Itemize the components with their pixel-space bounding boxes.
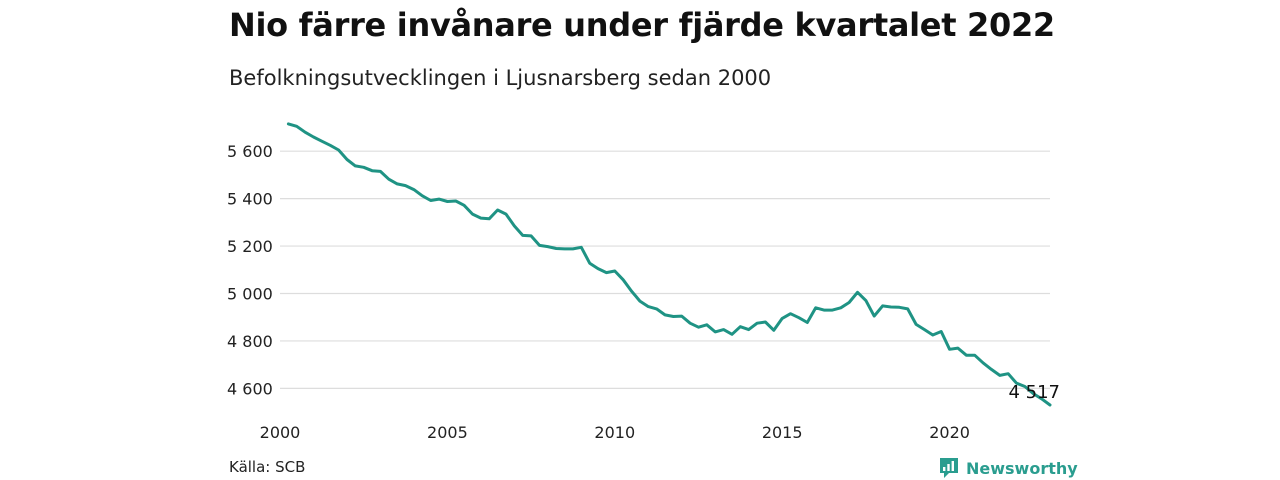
series-line bbox=[286, 122, 1052, 407]
x-axis-ticks: 2000 2005 2010 2015 2020 bbox=[260, 423, 970, 442]
y-tick-label: 5 600 bbox=[227, 142, 273, 161]
y-tick-label: 4 600 bbox=[227, 379, 273, 398]
x-tick-label: 2010 bbox=[594, 423, 635, 442]
brand-logo: Newsworthy bbox=[938, 456, 1078, 480]
y-tick-label: 5 200 bbox=[227, 237, 273, 256]
end-value-label: 4 517 bbox=[1008, 382, 1060, 403]
source-note: Källa: SCB bbox=[229, 458, 306, 476]
y-axis-ticks: 4 600 4 800 5 000 5 200 5 400 5 600 bbox=[227, 142, 273, 398]
brand-name: Newsworthy bbox=[966, 458, 1078, 478]
chart-title: Nio färre invånare under fjärde kvartale… bbox=[229, 6, 1055, 44]
series-layer bbox=[286, 122, 1052, 407]
chart-subtitle: Befolkningsutvecklingen i Ljusnarsberg s… bbox=[229, 66, 772, 90]
x-tick-label: 2020 bbox=[929, 423, 970, 442]
gridlines bbox=[280, 150, 1050, 389]
y-tick-label: 5 000 bbox=[227, 285, 273, 304]
x-tick-label: 2015 bbox=[762, 423, 803, 442]
x-tick-label: 2000 bbox=[260, 423, 301, 442]
x-tick-label: 2005 bbox=[427, 423, 468, 442]
y-tick-label: 4 800 bbox=[227, 332, 273, 351]
y-tick-label: 5 400 bbox=[227, 190, 273, 209]
newsworthy-logo-icon bbox=[940, 458, 958, 478]
end-label-layer: 4 517 bbox=[1008, 382, 1060, 403]
